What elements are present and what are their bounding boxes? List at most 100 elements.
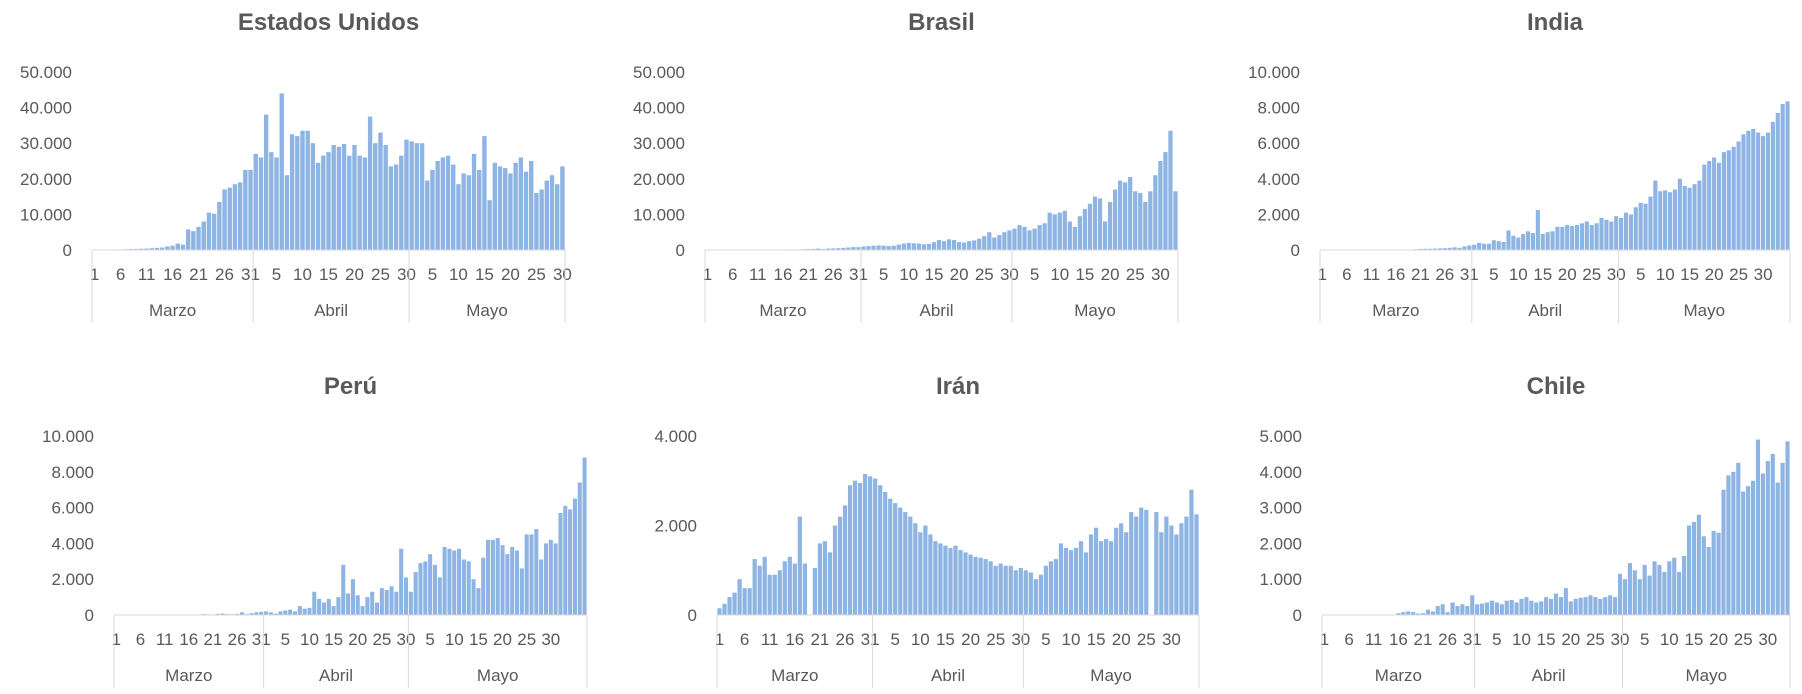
y-tick-label: 40.000 <box>633 99 685 118</box>
bar <box>1707 161 1712 250</box>
x-tick-label: 1 <box>715 630 724 649</box>
bar <box>1760 473 1765 615</box>
bar <box>1445 612 1450 615</box>
bar <box>503 168 508 250</box>
bar <box>553 543 558 615</box>
bar <box>399 155 404 250</box>
x-tick-label: 11 <box>1365 630 1383 649</box>
bar <box>1622 579 1628 615</box>
bar <box>346 593 351 615</box>
bar <box>1048 561 1053 615</box>
bar <box>295 136 300 250</box>
bar <box>1603 597 1608 615</box>
bar <box>901 243 906 250</box>
bar <box>1144 509 1149 615</box>
bar <box>836 248 841 250</box>
bar <box>1599 217 1604 250</box>
bar <box>997 235 1002 250</box>
bar <box>1565 225 1570 250</box>
x-tick-label: 30 <box>1162 630 1181 649</box>
month-label: Marzo <box>165 666 212 685</box>
bar <box>418 563 423 615</box>
y-tick-label: 30.000 <box>633 134 685 153</box>
x-tick-label: 25 <box>975 265 994 284</box>
bar <box>1062 210 1067 250</box>
bar <box>543 543 548 615</box>
bar <box>1504 600 1509 615</box>
bar <box>268 612 273 615</box>
bar <box>486 539 491 615</box>
bar <box>408 591 413 615</box>
bar <box>1092 196 1098 250</box>
bar <box>1785 441 1790 615</box>
bar <box>409 141 414 250</box>
x-tick-label: 10 <box>911 630 930 649</box>
bar <box>548 539 553 615</box>
bar <box>787 556 792 615</box>
bar <box>737 579 742 615</box>
month-label: Abril <box>919 301 953 320</box>
bar <box>1761 136 1766 250</box>
bar <box>347 155 352 250</box>
bar <box>1521 233 1526 250</box>
bar <box>1691 521 1697 615</box>
bar <box>1087 203 1093 250</box>
bar <box>452 550 457 615</box>
x-tick-label: 10 <box>293 265 312 284</box>
bar <box>258 157 264 250</box>
x-tick-label: 15 <box>1087 630 1106 649</box>
bar <box>1077 216 1082 250</box>
x-tick-label: 15 <box>469 630 488 649</box>
y-tick-label: 5.000 <box>1259 427 1302 446</box>
x-tick-label: 30 <box>397 630 416 649</box>
x-tick-label: 1 <box>90 265 99 284</box>
bar <box>539 189 544 250</box>
bar <box>513 162 518 250</box>
bar <box>283 610 288 615</box>
bar <box>1535 209 1540 250</box>
bar <box>832 525 838 615</box>
bar <box>1072 226 1077 250</box>
bar <box>284 175 290 250</box>
x-tick-label: 6 <box>116 265 125 284</box>
y-tick-label: 8.000 <box>1257 99 1300 118</box>
bar <box>1477 242 1482 250</box>
bar <box>1017 225 1022 250</box>
bar <box>235 613 240 615</box>
bar <box>1741 134 1746 250</box>
bar <box>430 169 435 250</box>
bar <box>1785 101 1790 251</box>
bar <box>1068 550 1074 615</box>
y-tick-label: 0 <box>63 241 72 260</box>
bar <box>1633 207 1638 250</box>
x-tick-label: 31 <box>252 630 271 649</box>
bar <box>1677 572 1682 615</box>
bar <box>1104 538 1109 615</box>
bar <box>278 611 283 615</box>
bar <box>1447 247 1452 250</box>
chart-title: Brasil <box>908 9 975 36</box>
x-tick-label: 15 <box>324 630 343 649</box>
bar <box>476 588 481 615</box>
x-tick-label: 15 <box>1533 265 1552 284</box>
x-tick-label: 10 <box>899 265 918 284</box>
bar <box>289 134 295 250</box>
bar <box>437 577 442 615</box>
bar <box>998 563 1003 615</box>
bar <box>365 597 370 615</box>
x-tick-label: 30 <box>1607 265 1626 284</box>
bar <box>851 247 856 250</box>
x-tick-label: 31 <box>861 630 880 649</box>
y-tick-label: 50.000 <box>633 63 685 82</box>
month-label: Mayo <box>1684 301 1726 320</box>
bar <box>1018 568 1023 615</box>
x-tick-label: 5 <box>1489 265 1498 284</box>
bar <box>549 175 555 250</box>
bar <box>1007 230 1012 250</box>
y-tick-label: 20.000 <box>20 170 72 189</box>
bar <box>1003 565 1008 615</box>
bar <box>1627 563 1632 615</box>
bar <box>972 240 977 250</box>
bar <box>1780 104 1785 250</box>
